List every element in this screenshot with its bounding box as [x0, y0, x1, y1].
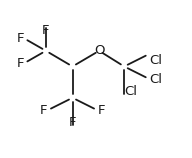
Text: F: F: [98, 104, 105, 117]
Text: O: O: [94, 44, 104, 57]
Text: Cl: Cl: [149, 73, 162, 85]
Text: F: F: [17, 57, 24, 70]
Text: Cl: Cl: [149, 54, 162, 67]
Text: F: F: [40, 104, 47, 117]
Text: F: F: [17, 32, 24, 45]
Text: F: F: [69, 116, 76, 129]
Text: Cl: Cl: [124, 85, 137, 98]
Text: F: F: [42, 24, 50, 37]
